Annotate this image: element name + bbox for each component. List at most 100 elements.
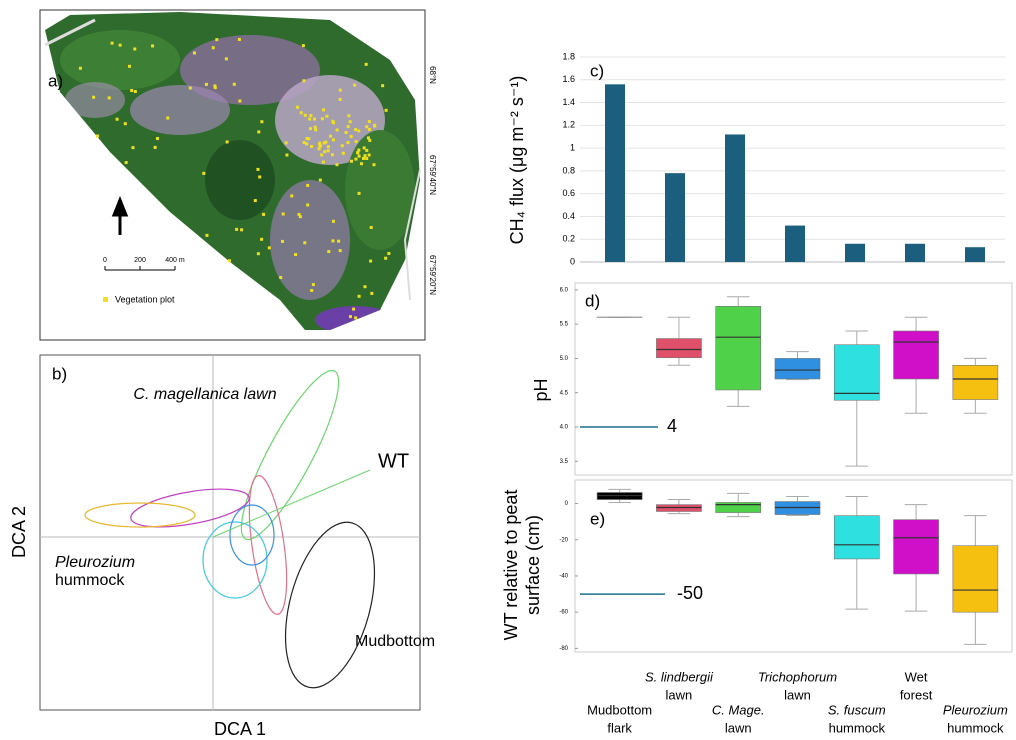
plot-dot [319, 179, 322, 182]
plot-dot [347, 114, 350, 117]
plot-dot [373, 124, 376, 127]
panel-label: b) [52, 364, 67, 383]
plot-dot [240, 228, 243, 231]
group-label: Pleurozium [55, 554, 135, 571]
plot-dot [370, 226, 373, 229]
y-axis-title: surface (cm) [523, 515, 543, 615]
plot-dot [116, 118, 119, 121]
box [953, 546, 998, 612]
plot-dot [130, 89, 133, 92]
plot-dot [128, 65, 131, 68]
y-axis-title: pH [531, 378, 551, 401]
panel-label: a) [48, 71, 63, 90]
bar [905, 244, 925, 262]
plot-dot [368, 139, 371, 142]
scale-label: 200 [134, 257, 146, 264]
y-tick-label: 1.6 [562, 74, 575, 84]
y-tick-label: 1 [570, 142, 575, 152]
scale-label: 0 [103, 257, 107, 264]
plot-dot [151, 44, 154, 47]
plot-dot [314, 128, 317, 131]
plot-dot [310, 145, 313, 148]
y-tick-label: 0.4 [562, 211, 575, 221]
y-tick-label: 4.5 [560, 390, 569, 396]
plot-dot [309, 127, 312, 130]
y-tick-label: 1.8 [562, 51, 575, 61]
box [834, 345, 879, 401]
plot-dot [214, 86, 217, 89]
plot-dot [381, 84, 384, 87]
plot-dot [260, 120, 263, 123]
panel-label: e) [590, 509, 605, 528]
x-tick-label: forest [900, 687, 933, 702]
plot-dot [79, 67, 82, 70]
reference-label: -50 [677, 583, 703, 603]
y-tick-label: -80 [559, 646, 568, 652]
plot-dot [257, 252, 260, 255]
y-tick-label: 0.2 [562, 234, 575, 244]
plot-dot [357, 129, 360, 132]
y-tick-label: 0 [565, 501, 569, 507]
plot-dot [363, 146, 366, 149]
plot-dot [339, 98, 342, 101]
plot-dot [285, 141, 288, 144]
plot-dot [350, 160, 353, 163]
plot-dot [355, 140, 358, 143]
x-tick-label: lawn [666, 687, 693, 702]
bar [845, 244, 865, 262]
y-tick-label: 5.0 [560, 356, 569, 362]
plot-dot [365, 63, 368, 66]
plot-dot [365, 125, 368, 128]
panel-label: c) [590, 61, 604, 80]
scale-label: 400 m [165, 257, 185, 264]
plot-dot [349, 120, 352, 123]
plot-dot [356, 151, 359, 154]
plot-dot [92, 96, 95, 99]
plot-dot [339, 89, 342, 92]
bar [605, 84, 625, 262]
plot-dot [327, 149, 330, 152]
plot-dot [304, 114, 307, 117]
y-tick-label: 5.5 [560, 322, 569, 328]
y-axis-title: DCA 2 [9, 506, 29, 558]
legend-swatch [103, 297, 108, 302]
plot-dot [385, 109, 388, 112]
plot-dot [354, 158, 357, 161]
plot-dot [268, 246, 271, 249]
plot-dot [133, 47, 136, 50]
plot-dot [96, 134, 99, 137]
plot-dot [358, 155, 361, 158]
plot-dot [189, 87, 192, 90]
x-tick-label: Trichophorum [758, 669, 837, 684]
plot-dot [306, 184, 309, 187]
figure: 0 200 400 m Vegetation plot a) 68°N 67°5… [0, 0, 1016, 740]
plot-dot [302, 79, 305, 82]
plot-dot [308, 117, 311, 120]
plot-dot [309, 114, 312, 117]
plot-dot [125, 161, 128, 164]
plot-dot [350, 135, 353, 138]
x-tick-label: hummock [829, 720, 886, 735]
y-tick-label: 0.8 [562, 165, 575, 175]
plot-dot [131, 146, 134, 149]
plot-dot [258, 175, 261, 178]
y-tick-label: 4.0 [560, 425, 569, 431]
plot-dot [281, 240, 284, 243]
plot-dot [368, 154, 371, 157]
plot-dot [111, 42, 114, 45]
bar [785, 226, 805, 262]
plot-dot [119, 44, 122, 47]
plot-dot [305, 142, 308, 145]
plot-dot [154, 146, 157, 149]
plot-dot [364, 154, 367, 157]
plot-dot [368, 120, 371, 123]
plot-dot [337, 240, 340, 243]
plot-dot [238, 99, 241, 102]
y-tick-label: -60 [559, 610, 568, 616]
plot-dot [357, 149, 360, 152]
plot-dot [327, 145, 330, 148]
panel-label: d) [585, 291, 600, 310]
plot-dot [363, 285, 366, 288]
plot-dot [324, 141, 327, 144]
group-label: hummock [55, 572, 125, 589]
